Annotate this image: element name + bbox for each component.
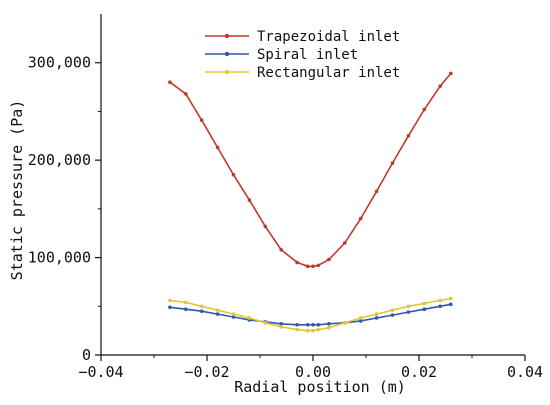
x-tick-label: 0.04	[507, 363, 543, 381]
data-point	[311, 328, 315, 333]
data-point	[247, 198, 252, 202]
data-point	[295, 327, 299, 332]
data-point	[184, 300, 188, 305]
data-point	[390, 313, 395, 317]
data-point	[231, 312, 236, 316]
data-point	[358, 216, 363, 221]
series-lines	[168, 71, 453, 333]
data-point	[311, 264, 315, 269]
data-point	[305, 264, 310, 269]
y-axis-title: Static pressure (Pa)	[8, 100, 26, 281]
data-point	[305, 328, 310, 333]
data-point	[168, 298, 172, 303]
legend-marker	[224, 33, 230, 39]
y-tick-label: 300,000	[28, 54, 91, 72]
y-tick-label: 0	[82, 346, 91, 364]
data-point	[305, 322, 310, 327]
data-point	[449, 302, 453, 307]
data-point	[438, 84, 443, 88]
data-point	[311, 322, 315, 327]
legend-label: Spiral inlet	[257, 47, 358, 63]
data-point	[279, 324, 284, 329]
data-point	[247, 316, 252, 320]
data-point	[390, 161, 395, 165]
data-point	[422, 107, 427, 112]
legend: Trapezoidal inlet Spiral inlet Rectangular…	[205, 29, 400, 81]
data-point	[438, 304, 443, 309]
data-point	[316, 327, 321, 332]
x-tick-label: 0.00	[295, 363, 331, 381]
x-tick-label: 0.02	[401, 363, 437, 381]
data-point	[449, 296, 453, 301]
data-point	[406, 304, 411, 309]
series-line-2	[169, 297, 451, 332]
data-point	[422, 301, 427, 306]
data-point	[279, 247, 284, 252]
data-point	[406, 133, 411, 138]
data-point	[215, 312, 220, 316]
data-point	[168, 80, 172, 84]
data-point	[406, 310, 411, 314]
data-point	[215, 145, 220, 150]
data-point	[295, 260, 299, 265]
data-point	[215, 308, 220, 312]
data-point	[449, 71, 453, 76]
data-point	[374, 312, 379, 316]
legend-label: Rectangular inlet	[257, 65, 400, 81]
data-point	[263, 224, 268, 229]
data-point	[343, 241, 347, 245]
x-tick-label: −0.04	[78, 363, 123, 381]
data-point	[358, 316, 363, 320]
data-point	[263, 321, 268, 325]
data-point	[343, 321, 347, 325]
data-point	[374, 189, 379, 194]
data-point	[184, 307, 188, 312]
data-point	[168, 305, 172, 310]
data-point	[327, 322, 331, 326]
data-point	[316, 263, 321, 268]
data-point	[295, 322, 299, 327]
data-point	[390, 308, 395, 312]
data-point	[231, 315, 236, 319]
data-point	[422, 307, 427, 312]
legend-marker	[224, 51, 230, 57]
legend-marker	[224, 69, 230, 75]
ticks: −0.04 −0.02 0.00 0.02 0.04 0 100,000 200,000 300…	[28, 54, 543, 381]
y-tick-label: 200,000	[28, 151, 91, 169]
data-point	[279, 322, 284, 326]
data-point	[358, 319, 363, 323]
data-point	[374, 316, 379, 320]
data-point	[231, 172, 236, 177]
x-tick-label: −0.02	[184, 363, 229, 381]
data-point	[184, 92, 188, 96]
data-point	[327, 257, 331, 262]
y-tick-label: 100,000	[28, 249, 91, 267]
data-point	[438, 298, 443, 303]
legend-label: Trapezoidal inlet	[257, 29, 400, 45]
data-point	[316, 322, 321, 327]
data-point	[199, 118, 204, 122]
data-point	[327, 325, 331, 330]
data-point	[199, 309, 204, 313]
data-point	[199, 304, 204, 309]
series-line-0	[169, 72, 452, 268]
x-axis-title: Radial position (m)	[234, 378, 406, 396]
